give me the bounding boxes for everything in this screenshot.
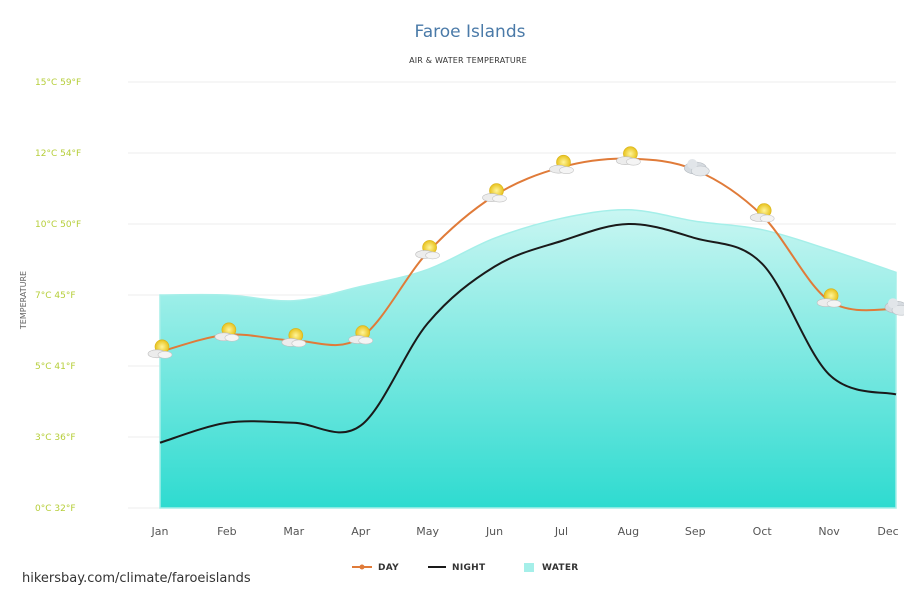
x-tick-label: Jan xyxy=(151,525,169,538)
sun-cloud-icon xyxy=(348,325,374,345)
x-tick-label: Aug xyxy=(618,525,639,538)
x-tick-label: Apr xyxy=(351,525,371,538)
sun-cloud-icon xyxy=(482,183,507,203)
y-tick-label: 5°C 41°F xyxy=(35,362,76,372)
sun-cloud-icon xyxy=(147,339,173,359)
sun-cloud-icon xyxy=(816,288,842,308)
legend: DAY NIGHT WATER xyxy=(352,563,579,573)
y-tick-label: 3°C 36°F xyxy=(35,433,76,443)
sun-cloud-icon xyxy=(415,240,440,260)
y-tick-label: 7°C 45°F xyxy=(35,291,76,301)
legend-night[interactable]: NIGHT xyxy=(428,563,486,573)
y-tick-label: 15°C 59°F xyxy=(35,78,81,88)
legend-water[interactable]: WATER xyxy=(524,563,579,573)
night-line xyxy=(159,222,897,444)
cloud-icon xyxy=(683,159,710,177)
sun-cloud-icon xyxy=(749,203,775,223)
y-axis-ticks: 0°C 32°F 3°C 36°F 5°C 41°F 7°C 45°F 10°C 50°… xyxy=(35,78,81,514)
x-tick-label: Jun xyxy=(485,525,503,538)
legend-day-label: DAY xyxy=(378,563,399,573)
x-tick-label: Dec xyxy=(877,525,898,538)
legend-day[interactable]: DAY xyxy=(352,563,399,573)
x-axis-ticks: Jan Feb Mar Apr May Jun Jul Aug Sep Oct Nov Dec xyxy=(151,525,899,538)
legend-water-label: WATER xyxy=(542,563,579,573)
chart-subtitle: AIR & WATER TEMPERATURE xyxy=(409,56,527,65)
sun-cloud-icon xyxy=(549,154,574,174)
sun-cloud-icon xyxy=(616,146,641,166)
y-tick-label: 10°C 50°F xyxy=(35,220,81,230)
x-tick-label: Oct xyxy=(753,525,773,538)
y-tick-label: 0°C 32°F xyxy=(35,504,76,514)
y-tick-label: 12°C 54°F xyxy=(35,149,81,159)
x-tick-label: Nov xyxy=(818,525,840,538)
water-area xyxy=(159,209,897,509)
source-link[interactable]: hikersbay.com/climate/faroeislands xyxy=(22,571,251,586)
x-tick-label: Jul xyxy=(554,525,568,538)
weather-icons xyxy=(147,146,904,359)
x-tick-label: Feb xyxy=(217,525,236,538)
x-tick-label: Mar xyxy=(283,525,304,538)
x-tick-label: May xyxy=(416,525,439,538)
legend-night-label: NIGHT xyxy=(452,563,486,573)
x-tick-label: Sep xyxy=(685,525,706,538)
chart-title: Faroe Islands xyxy=(415,22,526,42)
sun-cloud-icon xyxy=(281,328,307,348)
sun-cloud-icon xyxy=(214,322,240,342)
cloud-icon xyxy=(884,298,904,316)
y-axis-label: TEMPERATURE xyxy=(19,271,28,330)
